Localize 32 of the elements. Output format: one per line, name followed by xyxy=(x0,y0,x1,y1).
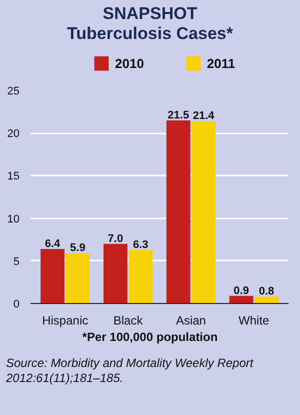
y-tick-label: 5 xyxy=(13,256,20,268)
data-label: 6.4 xyxy=(44,238,62,250)
bar xyxy=(40,248,64,304)
x-tick-label: White xyxy=(238,314,270,328)
y-tick-label: 0 xyxy=(13,298,20,310)
x-tick-label: Black xyxy=(113,314,144,328)
data-label: 7.0 xyxy=(108,232,124,245)
y-tick-label: 25 xyxy=(7,86,20,98)
bar xyxy=(166,120,190,304)
data-label: 21.5 xyxy=(168,109,190,122)
data-label: 5.9 xyxy=(70,242,86,254)
chart-title: SNAPSHOT xyxy=(102,4,198,24)
bar xyxy=(103,244,128,304)
bar xyxy=(66,253,90,304)
x-tick-label: Hispanic xyxy=(42,314,88,328)
text: *Per 100,000 population xyxy=(82,330,218,344)
bar xyxy=(192,121,216,304)
y-tick-label: 10 xyxy=(7,213,20,226)
data-label: 21.4 xyxy=(192,110,216,122)
bar xyxy=(254,296,278,304)
data-label: 0.8 xyxy=(258,286,274,298)
source-note: Source: Morbidity and Mortality Weekly Report 2012:61(11);181–185. xyxy=(6,356,254,386)
bar xyxy=(229,296,254,304)
chart-subtitle: Tuberculosis Cases* xyxy=(67,24,233,44)
data-label: 6.3 xyxy=(132,238,148,251)
x-tick-label: Asian xyxy=(176,314,206,328)
y-tick-label: 15 xyxy=(7,170,20,183)
legend-label: 2011 xyxy=(206,56,236,70)
bar xyxy=(128,250,153,304)
y-tick-label: 20 xyxy=(7,128,20,140)
data-label: 0.9 xyxy=(234,284,249,297)
legend-label: 2010 xyxy=(115,56,144,70)
